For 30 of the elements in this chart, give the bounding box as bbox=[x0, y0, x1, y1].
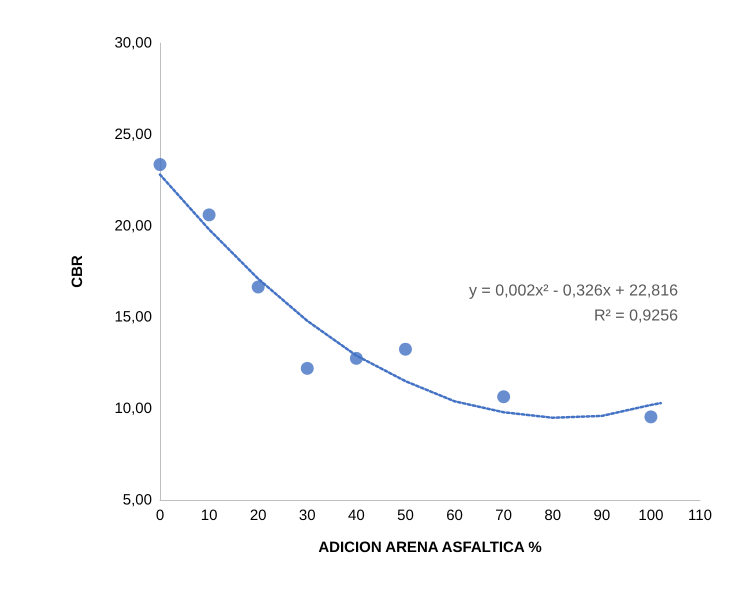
point bbox=[252, 280, 265, 294]
y-tick-label: 15,00 bbox=[114, 308, 152, 326]
x-tick-label: 10 bbox=[200, 507, 218, 524]
x-tick-label: 90 bbox=[593, 507, 610, 524]
y-axis-title: CBR bbox=[69, 255, 86, 288]
x-tick-label: 0 bbox=[156, 507, 164, 524]
x-tick-label: 40 bbox=[348, 507, 365, 524]
y-tick-label: 25,00 bbox=[114, 126, 152, 143]
y-tick-label: 5,00 bbox=[122, 492, 152, 508]
point bbox=[154, 158, 166, 172]
x-tick-label: 70 bbox=[495, 507, 512, 524]
x-tick-label: 60 bbox=[446, 507, 463, 524]
x-tick-label: 80 bbox=[544, 507, 562, 524]
annotation: y = 0,002x² - 0,326x + 22,816 bbox=[468, 282, 678, 300]
point bbox=[644, 410, 658, 424]
x-tick-label: 50 bbox=[397, 507, 414, 524]
y-tick-label: 20,00 bbox=[114, 217, 152, 234]
x-tick-label: 100 bbox=[638, 507, 664, 524]
point bbox=[497, 390, 510, 404]
y-tick-label: 10,00 bbox=[114, 400, 152, 418]
y-tick-label: 30,00 bbox=[114, 34, 152, 52]
point bbox=[350, 352, 363, 365]
point bbox=[398, 342, 412, 356]
annotation: R² = 0,9256 bbox=[594, 308, 678, 324]
x-tick-label: 110 bbox=[688, 507, 712, 524]
x-axis-title: ADICION ARENA ASFALTICA % bbox=[318, 539, 542, 556]
x-tick-label: 30 bbox=[298, 507, 316, 524]
point bbox=[300, 362, 314, 375]
point bbox=[202, 208, 216, 222]
x-tick-label: 20 bbox=[250, 507, 267, 524]
